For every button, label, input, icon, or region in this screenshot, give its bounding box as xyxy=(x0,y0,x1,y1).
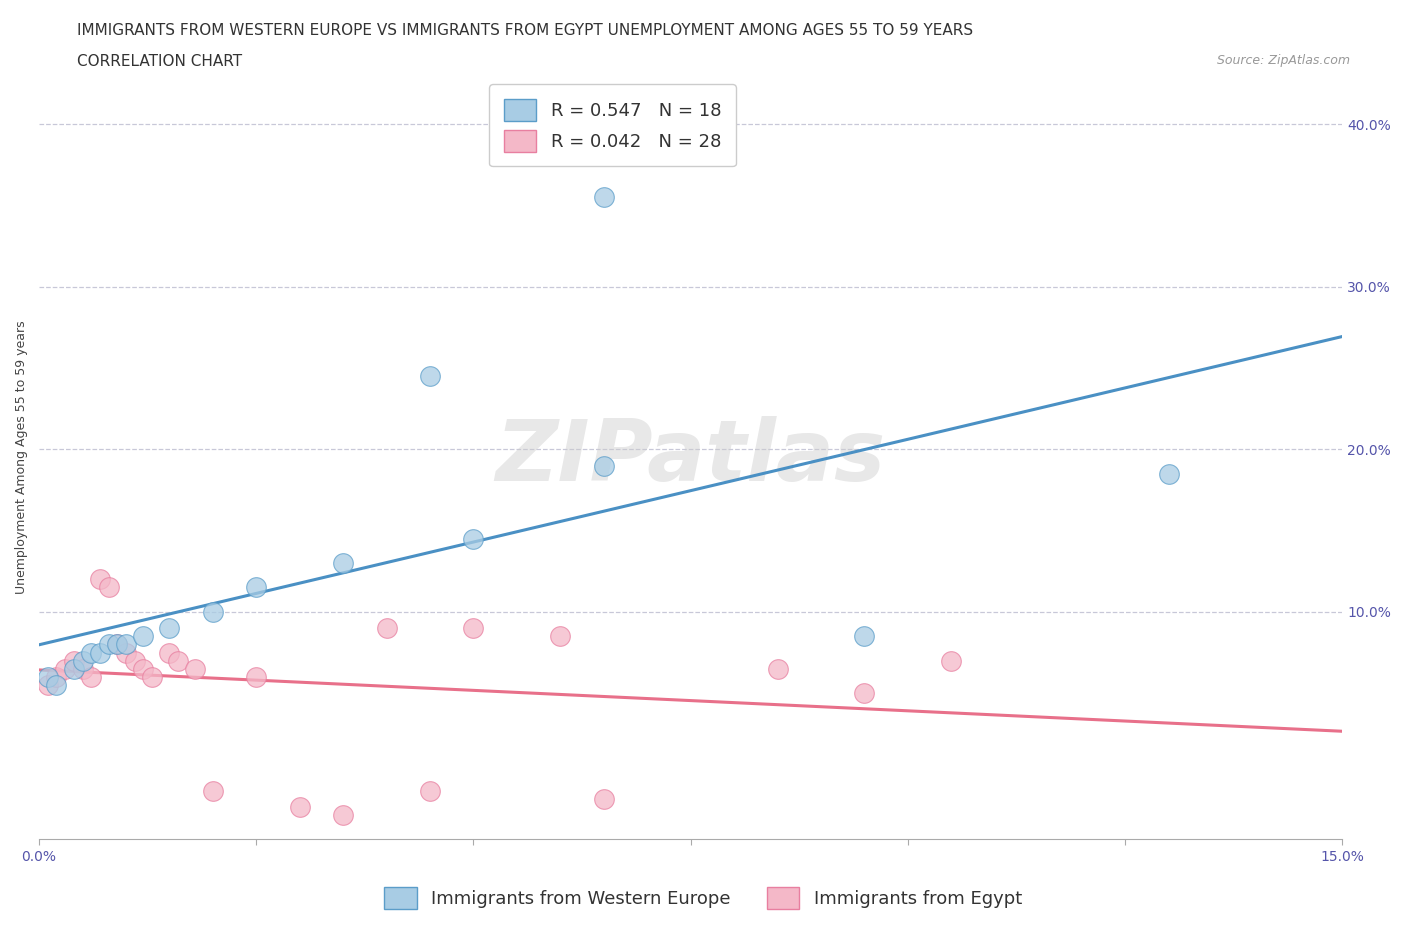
Point xyxy=(37,678,59,693)
Point xyxy=(184,661,207,676)
Point xyxy=(766,661,789,676)
Point xyxy=(853,685,876,700)
Point xyxy=(45,670,67,684)
Y-axis label: Unemployment Among Ages 55 to 59 years: Unemployment Among Ages 55 to 59 years xyxy=(15,321,28,594)
Point xyxy=(89,645,111,660)
Point xyxy=(97,580,120,595)
Point xyxy=(124,653,146,668)
Point xyxy=(245,580,267,595)
Point xyxy=(550,629,572,644)
Point xyxy=(592,458,614,473)
Point xyxy=(132,661,155,676)
Point xyxy=(463,531,485,546)
Text: ZIPatlas: ZIPatlas xyxy=(495,416,886,498)
Point xyxy=(53,661,76,676)
Point xyxy=(141,670,163,684)
Point xyxy=(419,368,441,383)
Text: Source: ZipAtlas.com: Source: ZipAtlas.com xyxy=(1216,54,1350,67)
Point xyxy=(201,604,224,619)
Point xyxy=(97,637,120,652)
Point xyxy=(332,807,354,822)
Legend: Immigrants from Western Europe, Immigrants from Egypt: Immigrants from Western Europe, Immigran… xyxy=(377,880,1029,916)
Point xyxy=(45,678,67,693)
Point xyxy=(1157,466,1180,481)
Point xyxy=(72,661,94,676)
Text: IMMIGRANTS FROM WESTERN EUROPE VS IMMIGRANTS FROM EGYPT UNEMPLOYMENT AMONG AGES : IMMIGRANTS FROM WESTERN EUROPE VS IMMIGR… xyxy=(77,23,973,38)
Point xyxy=(37,670,59,684)
Point xyxy=(80,670,103,684)
Point xyxy=(105,637,128,652)
Point xyxy=(419,783,441,798)
Point xyxy=(941,653,963,668)
Point xyxy=(80,645,103,660)
Text: CORRELATION CHART: CORRELATION CHART xyxy=(77,54,242,69)
Point xyxy=(159,645,181,660)
Point xyxy=(63,661,86,676)
Point xyxy=(89,572,111,587)
Point xyxy=(463,620,485,635)
Point xyxy=(105,637,128,652)
Point xyxy=(159,620,181,635)
Legend: R = 0.547   N = 18, R = 0.042   N = 28: R = 0.547 N = 18, R = 0.042 N = 28 xyxy=(489,85,735,166)
Point xyxy=(115,637,138,652)
Point xyxy=(245,670,267,684)
Point xyxy=(592,791,614,806)
Point xyxy=(201,783,224,798)
Point xyxy=(592,190,614,205)
Point xyxy=(63,653,86,668)
Point xyxy=(375,620,398,635)
Point xyxy=(853,629,876,644)
Point xyxy=(332,555,354,570)
Point xyxy=(72,653,94,668)
Point xyxy=(167,653,190,668)
Point xyxy=(288,800,311,815)
Point xyxy=(115,645,138,660)
Point xyxy=(132,629,155,644)
